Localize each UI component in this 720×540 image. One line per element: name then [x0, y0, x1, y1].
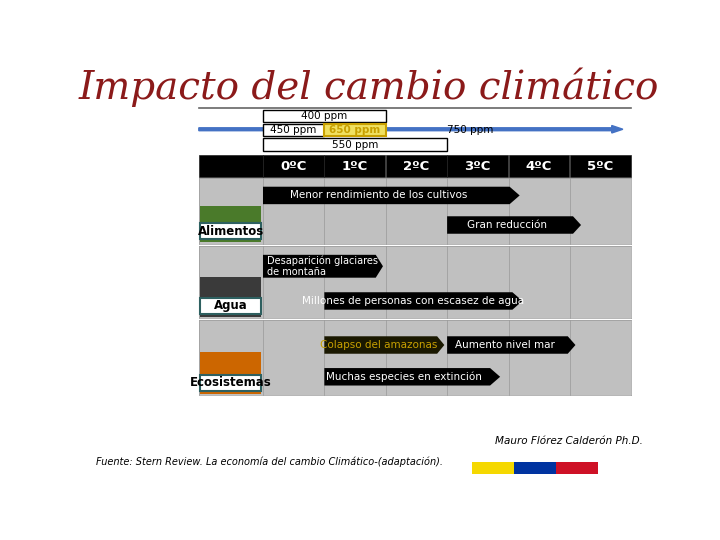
- Text: Alimentos: Alimentos: [197, 225, 264, 238]
- FancyBboxPatch shape: [514, 462, 556, 474]
- Polygon shape: [263, 255, 383, 278]
- Text: Menor rendimiento de los cultivos: Menor rendimiento de los cultivos: [289, 191, 467, 200]
- Text: 0ºC: 0ºC: [280, 160, 307, 173]
- FancyBboxPatch shape: [263, 110, 386, 122]
- Text: 3ºC: 3ºC: [464, 160, 491, 173]
- FancyArrow shape: [199, 125, 623, 133]
- Text: 650 ppm: 650 ppm: [330, 125, 381, 135]
- Polygon shape: [324, 368, 500, 386]
- FancyBboxPatch shape: [508, 156, 570, 177]
- Text: Aumento nivel mar: Aumento nivel mar: [455, 340, 555, 350]
- Polygon shape: [324, 336, 444, 354]
- FancyBboxPatch shape: [199, 246, 631, 319]
- Text: Fuente: Stern Review. La economía del cambio Climático-(adaptación).: Fuente: Stern Review. La economía del ca…: [96, 457, 443, 467]
- FancyBboxPatch shape: [556, 462, 598, 474]
- FancyBboxPatch shape: [472, 462, 514, 474]
- Text: 550 ppm: 550 ppm: [332, 140, 378, 150]
- FancyBboxPatch shape: [199, 178, 631, 244]
- FancyBboxPatch shape: [199, 156, 263, 177]
- FancyBboxPatch shape: [447, 156, 508, 177]
- Text: 5ºC: 5ºC: [588, 160, 613, 173]
- FancyBboxPatch shape: [200, 277, 261, 317]
- FancyBboxPatch shape: [200, 298, 261, 314]
- FancyBboxPatch shape: [263, 138, 447, 151]
- Text: Impacto del cambio climático: Impacto del cambio climático: [78, 68, 660, 107]
- FancyBboxPatch shape: [570, 156, 631, 177]
- Text: Mauro Flórez Calderón Ph.D.: Mauro Flórez Calderón Ph.D.: [495, 436, 642, 446]
- Text: 2ºC: 2ºC: [403, 160, 429, 173]
- Polygon shape: [447, 336, 575, 354]
- Text: Gran reducción: Gran reducción: [467, 220, 547, 230]
- Text: 750 ppm: 750 ppm: [447, 125, 493, 135]
- Text: Agua: Agua: [214, 300, 248, 313]
- FancyBboxPatch shape: [199, 320, 631, 395]
- Text: Muchas especies en extinción: Muchas especies en extinción: [325, 372, 482, 382]
- FancyBboxPatch shape: [200, 206, 261, 242]
- Text: 400 ppm: 400 ppm: [301, 111, 348, 121]
- FancyBboxPatch shape: [386, 156, 446, 177]
- FancyBboxPatch shape: [200, 223, 261, 239]
- Text: Colapso del amazonas: Colapso del amazonas: [320, 340, 437, 350]
- Polygon shape: [447, 217, 581, 234]
- Polygon shape: [324, 292, 523, 310]
- Text: Millones de personas con escasez de agua: Millones de personas con escasez de agua: [302, 296, 525, 306]
- Polygon shape: [263, 187, 520, 204]
- FancyBboxPatch shape: [200, 352, 261, 394]
- Text: 4ºC: 4ºC: [526, 160, 552, 173]
- Text: 450 ppm: 450 ppm: [271, 125, 317, 135]
- FancyBboxPatch shape: [200, 375, 261, 391]
- FancyBboxPatch shape: [263, 124, 324, 136]
- Text: 1ºC: 1ºC: [342, 160, 368, 173]
- FancyBboxPatch shape: [324, 124, 386, 136]
- FancyBboxPatch shape: [324, 156, 385, 177]
- FancyBboxPatch shape: [263, 156, 324, 177]
- Text: Desaparición glaciares
de montaña: Desaparición glaciares de montaña: [267, 255, 379, 278]
- Text: Ecosistemas: Ecosistemas: [190, 376, 271, 389]
